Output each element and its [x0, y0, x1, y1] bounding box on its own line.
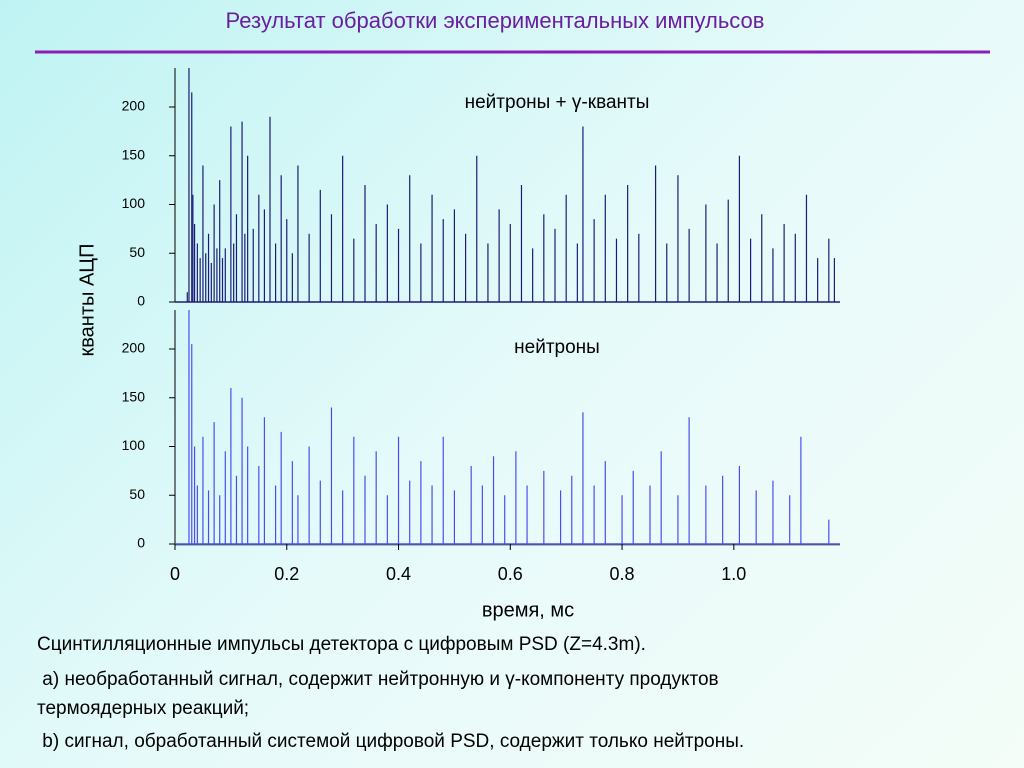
y-axis-label: кванты АЦП	[76, 244, 98, 357]
slide-title: Результат обработки экспериментальных им…	[226, 8, 765, 33]
y-tick-label: 200	[122, 340, 146, 356]
y-tick-label: 50	[129, 486, 145, 502]
y-tick-label: 0	[137, 293, 145, 309]
x-tick-label: 0.6	[498, 564, 523, 584]
y-tick-label: 150	[122, 146, 146, 162]
y-tick-label: 150	[122, 388, 146, 404]
y-tick-label: 0	[137, 535, 145, 551]
x-tick-label: 0	[170, 564, 180, 584]
y-tick-label: 200	[122, 98, 146, 114]
caption-line: b) сигнал, обработанный системой цифрово…	[37, 731, 744, 752]
x-axis-label: время, мс	[482, 599, 574, 621]
x-tick-label: 0.2	[274, 564, 299, 584]
panel-annotation: нейтроны + γ-кванты	[465, 92, 650, 113]
caption-line: a) необработанный сигнал, содержит нейтр…	[37, 669, 719, 690]
x-tick-label: 1.0	[721, 564, 746, 584]
caption-line: термоядерных реакций;	[37, 698, 249, 719]
y-tick-label: 100	[122, 437, 146, 453]
y-tick-label: 100	[122, 195, 146, 211]
panel-annotation: нейтроны	[514, 337, 600, 358]
y-tick-label: 50	[129, 244, 145, 260]
x-tick-label: 0.4	[386, 564, 411, 584]
caption-line: Сцинтилляционные импульсы детектора с ци…	[37, 634, 646, 655]
x-tick-label: 0.8	[610, 564, 635, 584]
